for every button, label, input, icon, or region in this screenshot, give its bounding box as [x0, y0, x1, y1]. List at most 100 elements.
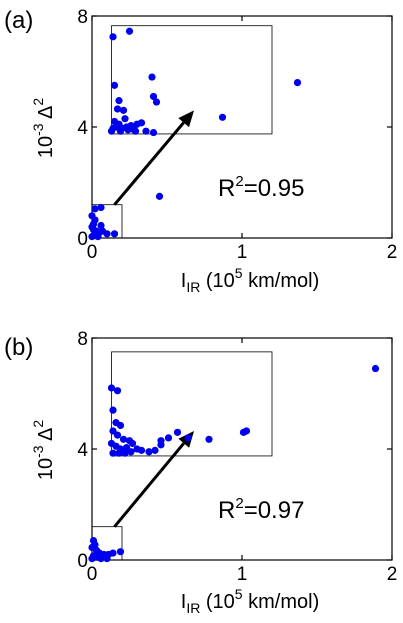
- data-point: [109, 124, 117, 132]
- r2-value: =0.95: [244, 175, 305, 202]
- data-point: [148, 73, 156, 81]
- data-point: [149, 128, 158, 137]
- data-point: [131, 127, 140, 135]
- y-tick-label: 4: [77, 118, 88, 139]
- y-label-symbol-exponent: 2: [30, 420, 46, 428]
- data-point: [149, 92, 158, 101]
- data-point: [184, 434, 192, 442]
- data-point: [113, 431, 122, 439]
- data-point: [89, 220, 98, 228]
- x-label-main: I: [181, 591, 187, 613]
- y-tick-label: 8: [77, 329, 88, 350]
- y-tick-label: 0: [77, 229, 88, 250]
- y-axis-label: 10-3 Δ2: [30, 98, 57, 159]
- y-label-exponent: -3: [30, 123, 46, 136]
- x-tick-label: 0: [87, 242, 98, 263]
- data-point: [119, 106, 128, 114]
- x-label-unit-end: km/mol): [243, 270, 320, 292]
- data-point: [205, 435, 213, 443]
- y-label-symbol: Δ: [35, 428, 57, 446]
- x-label-unit-exponent: 5: [235, 265, 243, 281]
- panel-label: (b): [4, 334, 33, 361]
- data-point: [91, 205, 99, 213]
- r2-exponent: 2: [235, 495, 243, 512]
- data-point: [110, 81, 119, 89]
- data-point: [97, 221, 105, 230]
- data-point: [109, 33, 117, 41]
- data-point: [371, 364, 380, 373]
- data-point: [109, 406, 117, 414]
- x-label-unit-start: (10: [200, 591, 234, 613]
- panel-label: (a): [4, 7, 33, 34]
- data-point: [113, 387, 122, 395]
- data-point: [107, 384, 116, 392]
- data-point: [116, 548, 125, 556]
- zoom-arrow-head: [178, 110, 194, 128]
- zoom-target-box: [111, 25, 273, 135]
- r2-symbol: R: [218, 175, 235, 202]
- data-point: [137, 446, 146, 454]
- y-axis-label: 10-3 Δ2: [30, 420, 57, 481]
- data-point: [94, 233, 102, 241]
- data-point: [124, 126, 132, 134]
- data-point: [97, 203, 105, 212]
- x-label-subscript: IR: [186, 600, 200, 616]
- data-point: [128, 439, 137, 448]
- data-point: [137, 119, 146, 127]
- x-axis-label: IIR (105 km/mol): [181, 586, 320, 616]
- data-point: [121, 449, 129, 457]
- data-point: [164, 434, 173, 442]
- data-point: [155, 192, 164, 200]
- x-tick-label: 0: [87, 564, 98, 585]
- data-point: [116, 421, 125, 430]
- y-tick-label: 4: [77, 440, 88, 461]
- r-squared-annotation: R2=0.97: [218, 495, 304, 524]
- data-point: [157, 441, 165, 449]
- data-point: [121, 115, 129, 123]
- data-point: [242, 427, 251, 435]
- data-point: [119, 435, 128, 443]
- data-point: [97, 555, 105, 563]
- x-label-unit-exponent: 5: [235, 586, 243, 602]
- x-label-unit-end: km/mol): [243, 591, 320, 613]
- zoom-arrow-shaft: [113, 442, 185, 528]
- r2-exponent: 2: [235, 173, 243, 190]
- data-point: [103, 555, 111, 563]
- data-point: [145, 448, 153, 456]
- data-point: [88, 233, 96, 241]
- y-label-exponent: -3: [30, 445, 46, 458]
- r2-value: =0.97: [244, 497, 305, 524]
- data-point: [115, 449, 123, 457]
- data-point: [109, 549, 117, 557]
- data-point: [116, 127, 125, 135]
- zoom-arrow-shaft: [113, 121, 185, 206]
- y-tick-label: 0: [77, 551, 88, 572]
- data-point: [142, 127, 150, 135]
- data-point: [115, 97, 123, 105]
- x-label-unit-start: (10: [200, 270, 234, 292]
- x-label-main: I: [181, 270, 187, 292]
- x-label-subscript: IR: [186, 279, 200, 295]
- x-axis-label: IIR (105 km/mol): [181, 265, 320, 295]
- x-tick-label: 1: [237, 242, 248, 263]
- data-point: [113, 105, 122, 113]
- zoom-target-box: [111, 351, 273, 457]
- data-point: [125, 27, 134, 35]
- data-point: [109, 449, 117, 457]
- data-point: [293, 79, 302, 87]
- data-point: [173, 428, 182, 436]
- r-squared-annotation: R2=0.95: [218, 173, 304, 202]
- x-tick-label: 1: [237, 564, 248, 585]
- x-tick-label: 2: [387, 242, 398, 263]
- y-label-base: 10: [35, 458, 57, 480]
- data-point: [127, 448, 135, 456]
- data-point: [218, 113, 227, 121]
- y-label-base: 10: [35, 136, 57, 158]
- data-point: [88, 555, 96, 563]
- r2-symbol: R: [218, 497, 235, 524]
- data-point: [152, 98, 161, 106]
- y-tick-label: 8: [77, 7, 88, 28]
